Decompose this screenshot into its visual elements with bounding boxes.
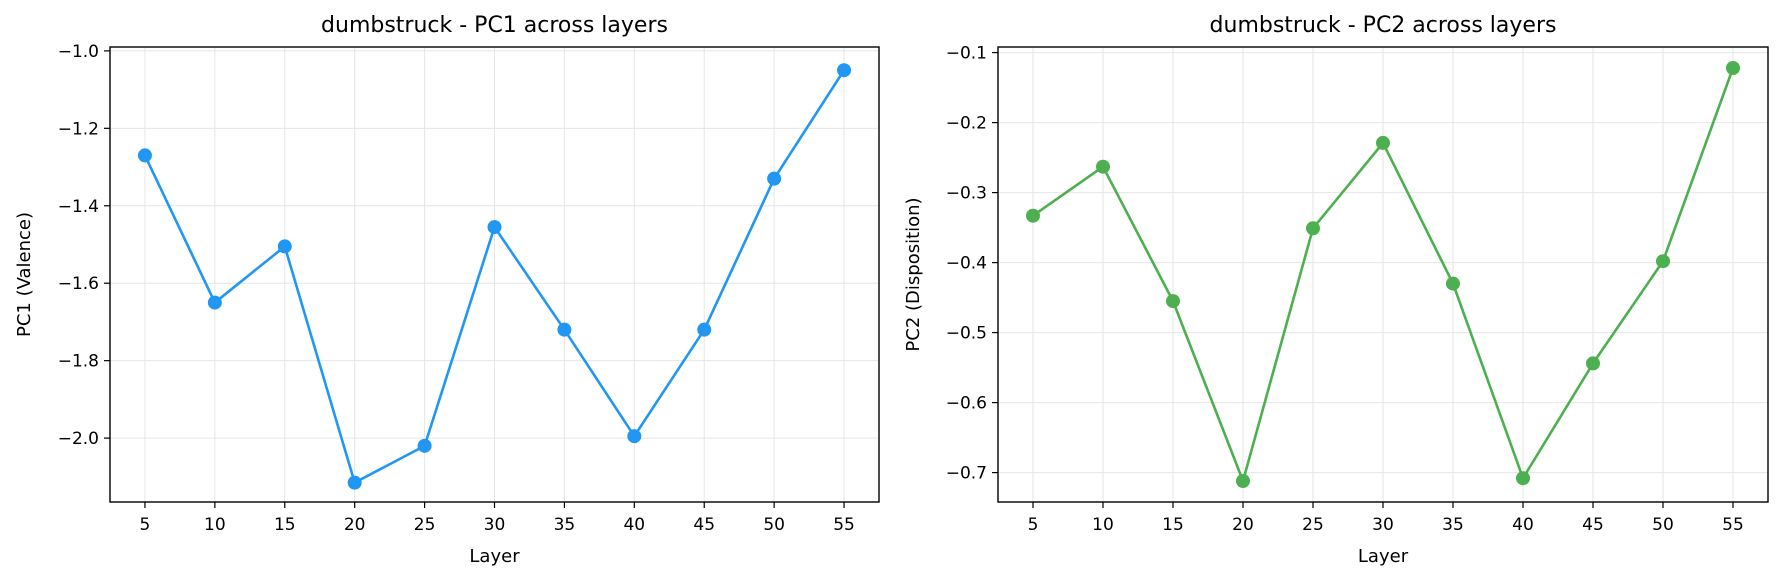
pc2-chart: dumbstruck - PC2 across layers 5 10 15 20 25… <box>903 13 1769 567</box>
x-tick-label: 10 <box>1092 515 1114 535</box>
data-point <box>627 429 642 444</box>
y-tick-label: −1.0 <box>58 42 99 62</box>
x-tick-label: 45 <box>693 515 715 535</box>
x-tick-label: 45 <box>1582 515 1604 535</box>
plot-frame <box>997 46 1769 503</box>
data-point <box>347 475 362 490</box>
y-tick-label: −1.2 <box>58 119 99 139</box>
grid <box>998 47 1768 502</box>
data-point <box>1376 135 1390 150</box>
data-point <box>277 239 292 254</box>
data-point <box>1586 356 1600 371</box>
x-tick-label: 35 <box>1442 515 1464 535</box>
x-tick-label: 5 <box>1028 515 1039 535</box>
data-point <box>417 438 432 453</box>
data-point <box>1656 254 1670 269</box>
chart-title: dumbstruck - PC2 across layers <box>1210 13 1557 38</box>
data-point <box>557 322 572 337</box>
data-point <box>1236 474 1250 488</box>
x-tick-label: 40 <box>623 515 645 535</box>
x-axis-label: Layer <box>469 546 520 567</box>
y-tick-label: −1.6 <box>58 274 99 294</box>
x-tick-label: 55 <box>833 515 855 535</box>
y-tick-label: −1.8 <box>58 352 99 372</box>
x-tick-label: 25 <box>1302 515 1324 535</box>
x-tick-label: 20 <box>1232 515 1254 535</box>
x-tick-label: 30 <box>484 515 506 535</box>
plot-frame <box>109 46 880 503</box>
data-point <box>1726 61 1740 75</box>
data-point <box>1096 159 1110 174</box>
data-point <box>697 322 712 337</box>
x-tick-label: 35 <box>554 515 576 535</box>
grid <box>110 47 879 502</box>
x-tick-label: 50 <box>763 515 785 535</box>
chart-title: dumbstruck - PC1 across layers <box>321 13 668 38</box>
data-point <box>1166 294 1180 309</box>
axis-ticks: 5 10 15 20 25 30 35 40 45 50 55 −0.7 −0.6 −0.5 −0.4 −0.… <box>946 44 1744 535</box>
y-tick-label: −0.5 <box>946 324 987 344</box>
data-point <box>767 171 782 186</box>
y-tick-label: −0.3 <box>946 184 987 204</box>
y-tick-label: −2.0 <box>58 429 99 449</box>
y-tick-label: −0.7 <box>946 464 987 484</box>
data-point <box>1026 208 1040 223</box>
axis-ticks: 5 10 15 20 25 30 35 40 45 50 55 −2.0 −1.8 −1.6 −1.4 −1.… <box>58 42 855 535</box>
series <box>1026 61 1740 488</box>
data-point <box>837 63 852 78</box>
y-tick-label: −0.2 <box>946 114 987 134</box>
data-point <box>487 220 502 235</box>
data-point <box>207 295 222 310</box>
data-point <box>1446 276 1460 291</box>
data-point <box>137 148 152 163</box>
x-tick-label: 40 <box>1512 515 1534 535</box>
pc1-chart: dumbstruck - PC1 across layers 5 10 15 20 25… <box>14 13 880 567</box>
x-tick-label: 50 <box>1652 515 1674 535</box>
x-tick-label: 20 <box>344 515 366 535</box>
x-tick-label: 15 <box>274 515 296 535</box>
x-tick-label: 25 <box>414 515 436 535</box>
series <box>137 63 852 490</box>
x-tick-label: 30 <box>1372 515 1394 535</box>
y-tick-label: −0.1 <box>946 44 987 64</box>
x-tick-label: 55 <box>1722 515 1744 535</box>
data-point <box>1516 471 1530 486</box>
x-tick-label: 5 <box>140 515 151 535</box>
y-tick-label: −0.4 <box>946 254 987 274</box>
x-tick-label: 15 <box>1162 515 1184 535</box>
y-axis-label: PC1 (Valence) <box>14 212 35 337</box>
x-axis-label: Layer <box>1358 546 1409 567</box>
data-point <box>1306 221 1320 236</box>
y-tick-label: −1.4 <box>58 197 99 217</box>
y-axis-label: PC2 (Disposition) <box>903 197 924 351</box>
y-tick-label: −0.6 <box>946 394 987 414</box>
x-tick-label: 10 <box>204 515 226 535</box>
